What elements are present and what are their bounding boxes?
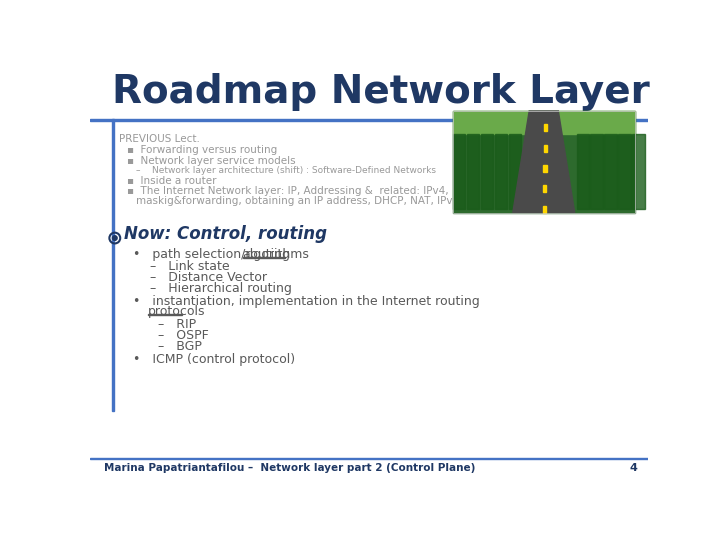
Text: –   Hierarchical routing: – Hierarchical routing bbox=[150, 282, 292, 295]
Bar bbox=[543, 206, 546, 213]
Text: PREVIOUS Lect.: PREVIOUS Lect. bbox=[120, 134, 200, 144]
Bar bbox=[453, 134, 465, 209]
Text: –   BGP: – BGP bbox=[158, 340, 202, 353]
Text: ▪  The Internet Network layer: IP, Addressing &  related: IPv4,: ▪ The Internet Network layer: IP, Addres… bbox=[127, 186, 449, 197]
Text: –    Network layer architecture (shift) : Software-Defined Networks: – Network layer architecture (shift) : S… bbox=[137, 166, 436, 176]
Text: ▪  Forwarding versus routing: ▪ Forwarding versus routing bbox=[127, 145, 277, 155]
Bar bbox=[544, 145, 546, 152]
Bar bbox=[90, 119, 648, 121]
Text: Roadmap Network Layer: Roadmap Network Layer bbox=[112, 73, 649, 111]
Bar bbox=[605, 134, 617, 209]
Text: –   Link state: – Link state bbox=[150, 260, 230, 273]
Text: •   path selection/routing: • path selection/routing bbox=[132, 248, 294, 261]
Bar bbox=[577, 134, 589, 209]
Text: maskig&forwarding, obtaining an IP address, DHCP, NAT, IPv6: maskig&forwarding, obtaining an IP addre… bbox=[137, 195, 459, 206]
Bar bbox=[632, 134, 644, 209]
Text: algorithms: algorithms bbox=[243, 248, 310, 261]
Bar bbox=[453, 111, 635, 134]
Text: •   ICMP (control protocol): • ICMP (control protocol) bbox=[132, 353, 294, 366]
Bar bbox=[112, 119, 114, 411]
Text: Now: Control, routing: Now: Control, routing bbox=[124, 225, 327, 243]
Text: –   OSPF: – OSPF bbox=[158, 329, 209, 342]
Bar bbox=[508, 134, 521, 209]
Polygon shape bbox=[513, 111, 575, 213]
Bar bbox=[467, 134, 479, 209]
Bar bbox=[453, 111, 635, 213]
Bar bbox=[90, 458, 648, 459]
Bar bbox=[243, 257, 284, 258]
Text: •   instantiation, implementation in the Internet routing: • instantiation, implementation in the I… bbox=[132, 295, 480, 308]
Bar bbox=[481, 134, 493, 209]
Bar bbox=[618, 134, 631, 209]
Bar bbox=[590, 134, 603, 209]
Text: ▪  Inside a router: ▪ Inside a router bbox=[127, 176, 217, 186]
Circle shape bbox=[112, 236, 117, 240]
Bar bbox=[495, 134, 507, 209]
Text: ▪  Network layer service models: ▪ Network layer service models bbox=[127, 156, 296, 166]
Text: Marina Papatriantafilou –  Network layer part 2 (Control Plane): Marina Papatriantafilou – Network layer … bbox=[104, 463, 475, 473]
Bar bbox=[544, 185, 546, 192]
Bar bbox=[544, 165, 546, 172]
Bar bbox=[453, 111, 635, 213]
Bar bbox=[90, 65, 648, 119]
Text: –   RIP: – RIP bbox=[158, 318, 197, 331]
Text: –   Distance Vector: – Distance Vector bbox=[150, 271, 267, 284]
Bar bbox=[148, 314, 182, 315]
Bar bbox=[544, 124, 546, 131]
Text: 4: 4 bbox=[629, 463, 637, 473]
Text: protocols: protocols bbox=[148, 305, 206, 318]
